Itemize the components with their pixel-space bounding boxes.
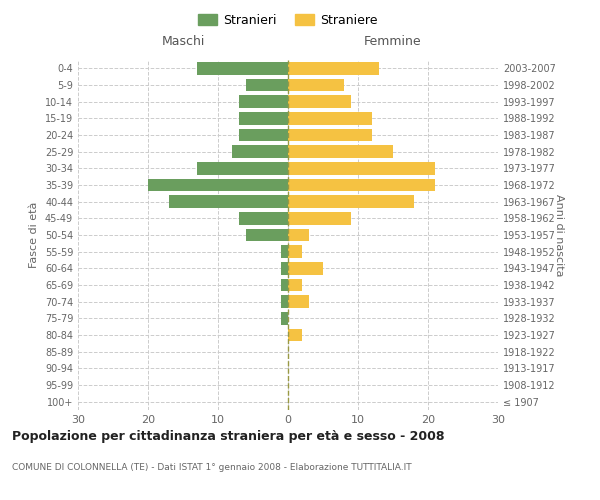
Bar (288, 62, 379, 74)
Bar (281, 279, 288, 291)
Bar (288, 79, 344, 92)
Text: COMUNE DI COLONNELLA (TE) - Dati ISTAT 1° gennaio 2008 - Elaborazione TUTTITALIA: COMUNE DI COLONNELLA (TE) - Dati ISTAT 1… (12, 462, 412, 471)
Bar (281, 296, 288, 308)
Bar (288, 212, 351, 224)
Bar (169, 196, 288, 208)
Bar (281, 312, 288, 324)
Bar (288, 179, 435, 192)
Bar (239, 96, 288, 108)
Bar (281, 246, 288, 258)
Bar (288, 129, 372, 141)
Y-axis label: Anni di nascita: Anni di nascita (554, 194, 564, 276)
Bar (239, 212, 288, 224)
Bar (246, 79, 288, 92)
Bar (232, 146, 288, 158)
Text: Femmine: Femmine (364, 36, 422, 49)
Legend: Stranieri, Straniere: Stranieri, Straniere (194, 10, 382, 31)
Bar (288, 296, 309, 308)
Bar (239, 112, 288, 124)
Bar (288, 146, 393, 158)
Bar (246, 229, 288, 241)
Bar (239, 129, 288, 141)
Bar (288, 229, 309, 241)
Bar (288, 262, 323, 274)
Bar (288, 112, 372, 124)
Bar (288, 279, 302, 291)
Bar (288, 196, 414, 208)
Bar (288, 246, 302, 258)
Bar (197, 162, 288, 174)
Bar (288, 96, 351, 108)
Text: Popolazione per cittadinanza straniera per età e sesso - 2008: Popolazione per cittadinanza straniera p… (12, 430, 445, 443)
Bar (197, 62, 288, 74)
Bar (288, 329, 302, 341)
Text: Maschi: Maschi (161, 36, 205, 49)
Bar (281, 262, 288, 274)
Bar (288, 162, 435, 174)
Bar (148, 179, 288, 192)
Y-axis label: Fasce di età: Fasce di età (29, 202, 39, 268)
